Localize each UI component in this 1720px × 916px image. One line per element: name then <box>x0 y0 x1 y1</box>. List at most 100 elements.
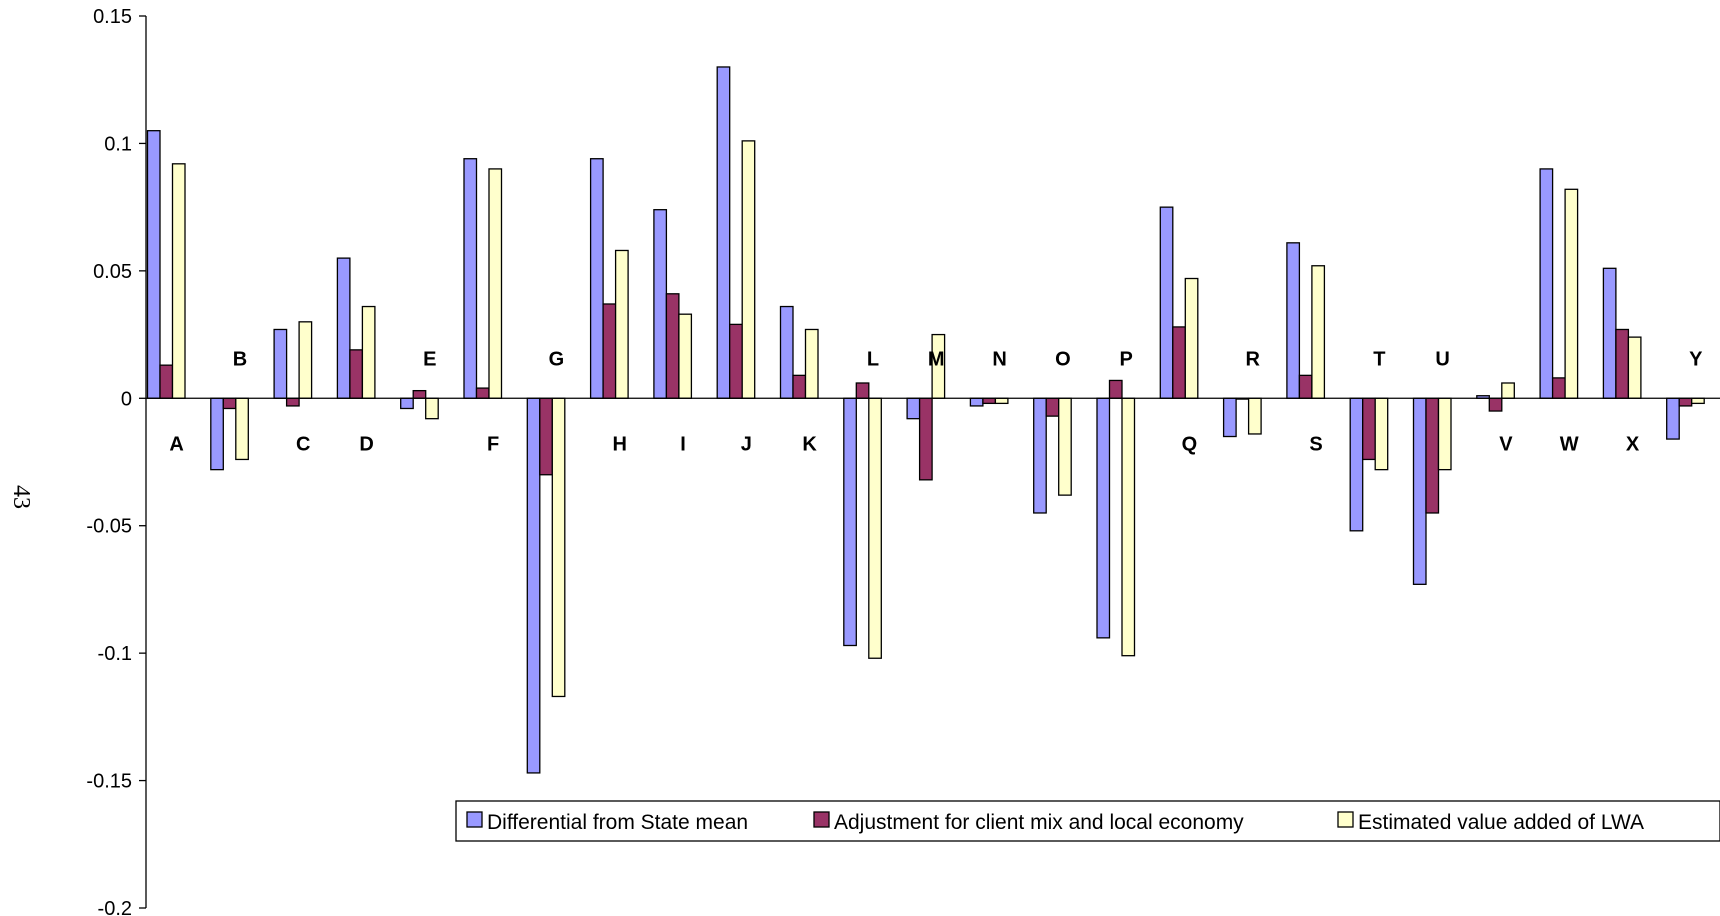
category-label-K: K <box>802 433 817 455</box>
category-label-T: T <box>1373 348 1385 370</box>
bar-T-series-1 <box>1349 397 1364 532</box>
category-label-Y: Y <box>1689 348 1703 370</box>
bar-J-series-2 <box>729 323 743 399</box>
bar-K-series-3 <box>804 328 819 399</box>
category-label-I: I <box>680 433 686 455</box>
bar-C-series-1 <box>273 328 288 399</box>
bar-W-series-2 <box>1551 377 1566 399</box>
category-label-D: D <box>359 433 373 455</box>
bar-J-series-1 <box>716 66 731 399</box>
category-label-E: E <box>423 348 436 370</box>
category-label-H: H <box>613 433 627 455</box>
bar-P-series-2 <box>1108 379 1123 399</box>
category-label-J: J <box>741 433 752 455</box>
bar-D-series-1 <box>336 257 351 399</box>
legend-swatch-2 <box>813 811 830 828</box>
legend-label-1: Differential from State mean <box>487 811 748 834</box>
bar-Y-series-2 <box>1678 397 1693 407</box>
bar-J-series-3 <box>741 140 756 399</box>
y-tick-label: -0.1 <box>98 643 132 665</box>
bar-O-series-2 <box>1045 397 1060 417</box>
bar-I-series-3 <box>678 313 693 399</box>
bar-B-series-1 <box>210 397 224 471</box>
bar-U-series-1 <box>1412 397 1427 585</box>
bar-S-series-3 <box>1311 265 1326 399</box>
category-label-Q: Q <box>1182 433 1198 455</box>
category-labels: A B C D E F G H I J K L M N O P Q R S T U V W X Y <box>169 348 1703 455</box>
bar-G-series-1 <box>526 397 541 774</box>
legend-label-3: Estimated value added of LWA <box>1358 811 1644 834</box>
y-tick-label: -0.05 <box>86 516 132 538</box>
bar-Y-series-1 <box>1666 397 1680 440</box>
bar-M-series-2 <box>918 397 933 481</box>
bar-D-series-2 <box>349 349 364 399</box>
category-label-F: F <box>487 433 499 455</box>
bar-I-series-1 <box>653 209 668 399</box>
bar-H-series-1 <box>589 158 604 399</box>
bar-X-series-2 <box>1615 328 1630 399</box>
bar-C-series-3 <box>298 321 313 399</box>
bar-Q-series-3 <box>1184 277 1199 399</box>
y-tick-label: -0.2 <box>98 898 132 916</box>
bar-O-series-3 <box>1058 397 1072 496</box>
bar-X-series-3 <box>1627 336 1642 399</box>
category-label-U: U <box>1435 348 1449 370</box>
bar-Q-series-1 <box>1159 206 1174 399</box>
category-label-V: V <box>1499 433 1513 455</box>
bar-N-series-3 <box>994 397 1009 405</box>
y-tick-label: 0.05 <box>93 261 132 283</box>
category-label-C: C <box>296 433 310 455</box>
bar-E-series-3 <box>425 397 439 420</box>
y-tick-label: 0 <box>121 388 132 410</box>
bar-K-series-2 <box>792 374 807 399</box>
bar-P-series-1 <box>1096 397 1111 639</box>
legend-box <box>455 800 1720 842</box>
bar-P-series-3 <box>1121 397 1136 657</box>
bar-C-series-2 <box>285 397 300 407</box>
category-label-N: N <box>992 348 1006 370</box>
bar-I-series-2 <box>665 293 680 399</box>
y-tick-label: -0.15 <box>86 771 132 793</box>
bar-B-series-2 <box>222 397 237 410</box>
bar-L-series-2 <box>855 382 870 399</box>
page-number: 43 <box>8 485 34 509</box>
bar-T-series-3 <box>1374 397 1389 471</box>
category-label-P: P <box>1119 348 1132 370</box>
bar-R-series-3 <box>1247 397 1262 435</box>
category-label-W: W <box>1560 433 1579 455</box>
bar-S-series-2 <box>1298 374 1313 399</box>
legend-swatch-3 <box>1337 811 1354 828</box>
bar-B-series-3 <box>235 397 249 461</box>
category-label-L: L <box>867 348 879 370</box>
bar-T-series-2 <box>1362 397 1376 461</box>
bar-V-series-2 <box>1488 397 1503 412</box>
category-label-M: M <box>928 348 945 370</box>
y-axis: 0.15 0.1 0.05 0 -0.05 -0.1 -0.15 -0.2 <box>86 6 147 916</box>
bar-O-series-1 <box>1033 397 1047 514</box>
bar-R-series-1 <box>1222 397 1237 438</box>
bar-F-series-2 <box>475 387 490 399</box>
category-label-G: G <box>549 348 565 370</box>
bar-K-series-1 <box>779 305 794 399</box>
bar-X-series-1 <box>1602 267 1617 399</box>
bar-A-series-3 <box>171 163 186 399</box>
bar-A-series-1 <box>146 130 161 399</box>
bar-G-series-3 <box>551 397 566 698</box>
bar-F-series-1 <box>463 158 478 399</box>
bar-G-series-2 <box>539 397 553 476</box>
bar-L-series-1 <box>843 397 857 647</box>
bar-E-series-1 <box>400 397 414 410</box>
bar-A-series-2 <box>159 364 174 399</box>
bar-H-series-3 <box>614 249 629 399</box>
bar-H-series-2 <box>602 303 617 399</box>
bars <box>146 66 1720 774</box>
y-tick-label: 0.15 <box>93 6 132 28</box>
category-label-O: O <box>1055 348 1071 370</box>
legend: Differential from State mean Adjustment f… <box>455 800 1720 842</box>
bar-Y-series-3 <box>1691 397 1705 405</box>
bar-Q-series-2 <box>1172 326 1186 399</box>
legend-label-2: Adjustment for client mix and local econ… <box>834 811 1244 834</box>
category-label-B: B <box>233 348 247 370</box>
bar-N-series-2 <box>982 397 997 405</box>
